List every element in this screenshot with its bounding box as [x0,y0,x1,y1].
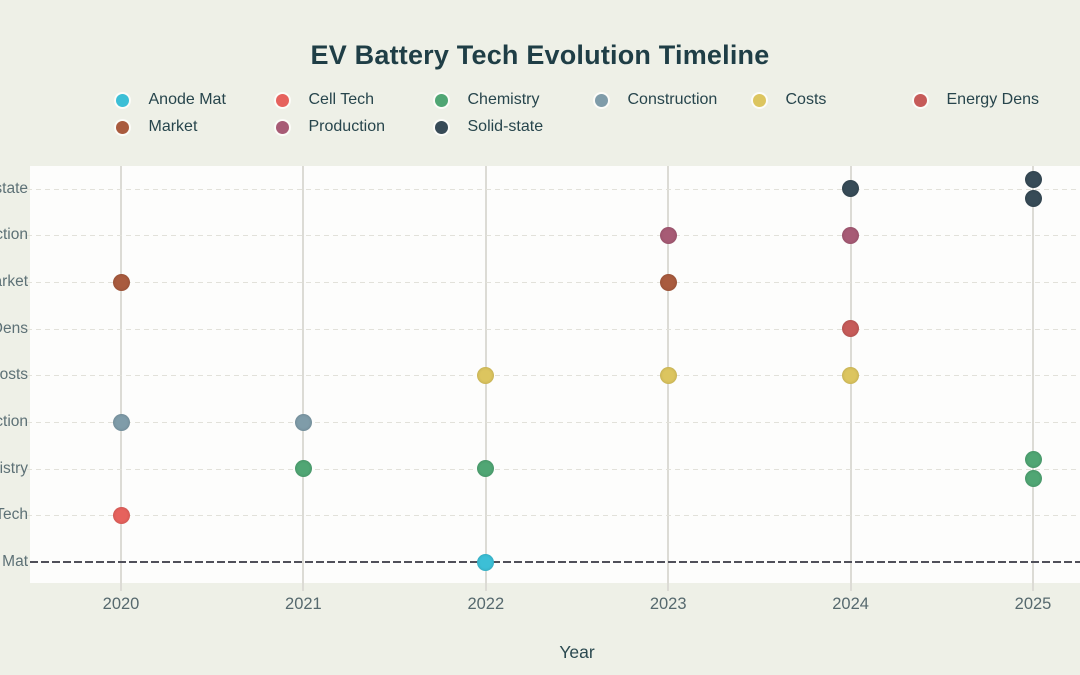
legend-item-chemistry: Chemistry [434,90,540,110]
legend-label: Costs [785,91,827,108]
gridline-y-chemistry [18,468,1080,470]
chart-title: EV Battery Tech Evolution Timeline [310,40,770,70]
y-tick-label-production: Production [0,226,28,244]
legend-swatch-anode-mat [115,93,129,107]
data-point-production-2023 [659,226,677,244]
legend-swatch-market [115,120,129,134]
x-axis-title: Year [559,642,595,662]
y-tick-label-cell-tech: Cell Tech [0,506,28,524]
x-tick-label-2022: 2022 [467,595,505,613]
x-tick-label-2021: 2021 [285,595,322,613]
gridline-y-market [18,282,1080,284]
data-point-solid-state-2025 [1024,170,1042,188]
y-tick-label-costs: Costs [0,366,28,384]
legend-item-energy-dens: Energy Dens [913,90,1040,110]
legend-label: Production [308,118,386,135]
data-point-construction-2020 [112,413,130,431]
legend-item-market: Market [115,117,198,137]
legend-item-production: Production [275,117,386,137]
legend-swatch-production [275,120,289,134]
legend-label: Energy Dens [946,91,1040,108]
data-point-chemistry-2025 [1024,469,1042,487]
legend-label: Construction [627,91,718,108]
legend-item-construction: Construction [594,90,718,110]
legend-label: Chemistry [467,91,540,108]
legend-swatch-cell-tech [275,93,289,107]
x-tick-label-2024: 2024 [832,595,869,613]
legend-swatch-costs [752,93,766,107]
x-tick-label-2023: 2023 [649,595,687,613]
legend-item-cell-tech: Cell Tech [275,90,375,110]
data-point-construction-2021 [294,413,312,431]
gridline-y-production [18,235,1080,237]
y-tick-label-anode-mat: Anode Mat [0,553,28,571]
x-tick-label-2020: 2020 [102,595,140,613]
data-point-cell-tech-2020 [112,506,130,524]
gridline-y-solid-state [18,188,1080,190]
y-tick-label-energy-dens: Energy Dens [0,319,28,337]
y-tick-label-solid-state: Solid-state [0,179,28,197]
data-point-solid-state-2025 [1024,189,1042,207]
legend-item-anode-mat: Anode Mat [115,90,226,110]
data-point-market-2020 [112,273,130,291]
legend-label: Market [148,118,198,135]
data-point-energy-dens-2024 [842,320,860,338]
legend-swatch-construction [594,93,608,107]
legend-swatch-chemistry [434,93,448,107]
data-point-anode-mat-2022 [477,553,495,571]
gridline-y-construction [18,422,1080,424]
data-point-chemistry-2025 [1024,450,1042,468]
legend-label: Cell Tech [308,91,375,108]
baseline-anode-mat [30,561,1080,564]
data-point-chemistry-2021 [294,460,312,478]
gridline-y-energy-dens [18,328,1080,330]
gridline-x-2020 [120,166,122,591]
legend-item-solid-state: Solid-state [434,117,544,137]
data-point-market-2023 [659,273,677,291]
y-tick-label-chemistry: Chemistry [0,459,28,477]
data-point-production-2024 [842,226,860,244]
gridline-y-cell-tech [18,515,1080,517]
gridline-y-costs [18,375,1080,377]
data-point-costs-2022 [477,366,495,384]
legend-swatch-energy-dens [913,93,927,107]
legend-label: Solid-state [467,118,544,135]
legend-swatch-solid-state [434,120,448,134]
gridline-x-2021 [302,166,305,591]
data-point-costs-2024 [842,366,860,384]
data-point-solid-state-2024 [842,180,860,198]
data-point-costs-2023 [659,366,677,384]
legend-item-costs: Costs [752,90,827,110]
gridline-x-2025 [1032,166,1034,591]
x-tick-label-2025: 2025 [1014,595,1052,613]
y-tick-label-construction: Construction [0,413,28,431]
data-point-chemistry-2022 [477,460,495,478]
legend-label: Anode Mat [148,91,226,108]
y-tick-label-market: Market [0,273,28,291]
